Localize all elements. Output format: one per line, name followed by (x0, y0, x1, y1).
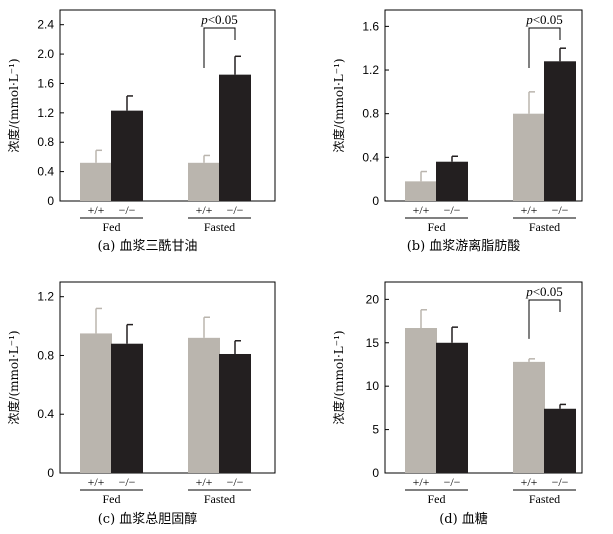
chart-panel-4: 0 5 10 15 20 浓度/(mmol·L⁻¹) +/+ −/− Fed +/+ −/− Fast… (331, 281, 583, 527)
chart-panel-3: 0 0.4 0.8 1.2 浓度/(mmol·L⁻¹) +/+ −/− Fed +/+ −/− Fa… (6, 281, 276, 527)
p-value-label: p<0.05 (525, 284, 563, 299)
y-tick-label: 0.8 (37, 135, 54, 149)
genotype-label: +/+ (413, 203, 430, 217)
group-label-fasted: Fasted (529, 220, 560, 234)
y-tick-label: 1.6 (362, 19, 379, 33)
y-tick-label: 1.2 (362, 63, 379, 77)
significance-bracket (528, 27, 561, 68)
panel-caption: (a) 血浆三酰甘油 (97, 239, 197, 254)
group-label-fed: Fed (103, 220, 121, 234)
bar-fasted-ko (544, 61, 576, 201)
plot-frame (384, 9, 583, 202)
group-label-fed: Fed (428, 492, 446, 506)
y-axis-label: 浓度/(mmol·L⁻¹) (6, 330, 21, 424)
p-value-label: p<0.05 (200, 12, 238, 27)
y-tick-label: 20 (366, 292, 380, 306)
y-tick-label: 1.2 (37, 290, 54, 304)
panel-caption: (b) 血浆游离脂肪酸 (407, 238, 521, 254)
genotype-label: −/− (552, 203, 569, 217)
genotype-label: +/+ (88, 203, 105, 217)
y-axis-label: 浓度/(mmol·L⁻¹) (331, 58, 346, 152)
group-label-fed: Fed (428, 220, 446, 234)
bar-fed-wt (80, 162, 112, 201)
genotype-label: −/− (552, 475, 569, 489)
genotype-label: −/− (444, 475, 461, 489)
group-label-fed: Fed (103, 492, 121, 506)
y-tick-label: 0.4 (37, 165, 54, 179)
genotype-label: −/− (227, 475, 244, 489)
genotype-label: −/− (444, 203, 461, 217)
y-axis-label: 浓度/(mmol·L⁻¹) (6, 58, 21, 152)
y-tick-label: 1.2 (37, 106, 54, 120)
bar-fed-ko (436, 161, 468, 201)
chart-panel-2: 0 0.4 0.8 1.2 1.6 浓度/(mmol·L⁻¹) +/+ −/− Fed +/+ −/… (331, 9, 583, 254)
bar-fasted-ko (544, 408, 576, 473)
bar-fasted-wt (188, 162, 220, 201)
bar-fed-ko (436, 342, 468, 473)
plot-frame (384, 281, 583, 474)
genotype-label: +/+ (521, 475, 538, 489)
bar-fasted-ko (219, 353, 251, 473)
genotype-label: +/+ (196, 203, 213, 217)
genotype-label: −/− (227, 203, 244, 217)
y-tick-label: 15 (366, 336, 380, 350)
panel-caption: (c) 血浆总胆固醇 (98, 511, 198, 527)
bar-fed-wt (80, 333, 112, 473)
significance-bracket (528, 299, 561, 339)
group-label-fasted: Fasted (204, 492, 235, 506)
genotype-label: +/+ (196, 475, 213, 489)
y-tick-label: 1.6 (37, 76, 54, 90)
y-tick-label: 0 (47, 466, 54, 480)
significance-bracket (203, 27, 236, 68)
y-tick-label: 0.4 (37, 407, 54, 421)
y-axis-label: 浓度/(mmol·L⁻¹) (331, 330, 346, 424)
bar-fasted-ko (219, 74, 251, 201)
y-tick-label: 0.4 (362, 150, 379, 164)
bar-fasted-wt (188, 337, 220, 473)
p-value-label: p<0.05 (525, 12, 563, 27)
plot-frame (59, 281, 276, 474)
bar-fed-ko (111, 343, 143, 473)
y-tick-label: 5 (372, 423, 379, 437)
y-tick-label: 2.4 (37, 18, 54, 32)
y-tick-label: 0 (372, 466, 379, 480)
genotype-label: −/− (119, 203, 136, 217)
genotype-label: +/+ (413, 475, 430, 489)
bar-fasted-wt (513, 361, 545, 473)
genotype-label: −/− (119, 475, 136, 489)
group-label-fasted: Fasted (529, 492, 560, 506)
genotype-label: +/+ (88, 475, 105, 489)
chart-panel-1: 0 0.4 0.8 1.2 1.6 2.0 2.4 浓度/(mmol·L⁻¹) +/+ −/− Fe… (6, 9, 276, 254)
y-tick-label: 10 (366, 379, 380, 393)
bar-fed-wt (405, 328, 437, 473)
bar-fasted-wt (513, 113, 545, 201)
group-label-fasted: Fasted (204, 220, 235, 234)
bar-fed-ko (111, 110, 143, 201)
y-tick-label: 0 (47, 194, 54, 208)
genotype-label: +/+ (521, 203, 538, 217)
y-tick-label: 2.0 (37, 47, 54, 61)
y-tick-label: 0 (372, 194, 379, 208)
bar-fed-wt (405, 181, 437, 201)
panel-caption: (d) 血糖 (439, 511, 488, 527)
y-tick-label: 0.8 (37, 348, 54, 362)
plot-frame (59, 9, 276, 202)
y-tick-label: 0.8 (362, 107, 379, 121)
